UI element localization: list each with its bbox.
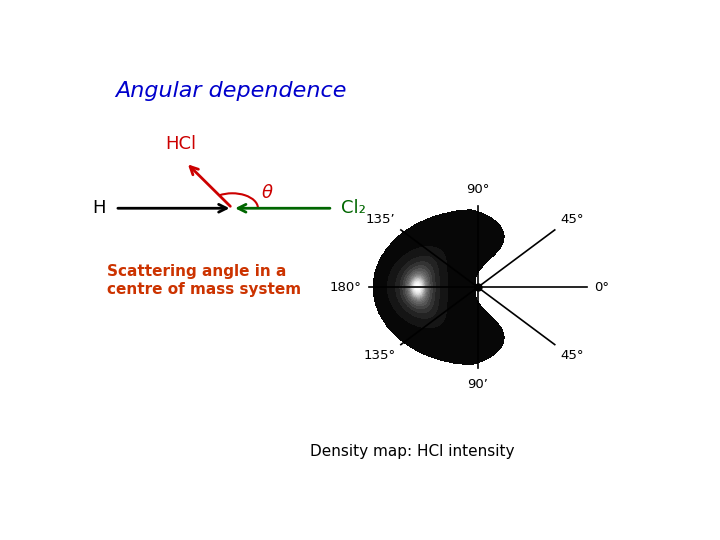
Text: θ: θ: [261, 184, 272, 202]
Text: 45°: 45°: [560, 349, 584, 362]
Text: H: H: [92, 199, 106, 217]
Text: Scattering angle in a
centre of mass system: Scattering angle in a centre of mass sys…: [107, 265, 301, 297]
Text: 45°: 45°: [560, 213, 584, 226]
Text: 135°: 135°: [363, 349, 395, 362]
Text: 180°: 180°: [329, 281, 361, 294]
Text: Angular dependence: Angular dependence: [115, 82, 346, 102]
Text: Density map: HCl intensity: Density map: HCl intensity: [310, 444, 515, 459]
Text: Cl₂: Cl₂: [341, 199, 366, 217]
Text: HCl: HCl: [165, 136, 196, 153]
Text: 0°: 0°: [595, 281, 609, 294]
Text: 90°: 90°: [466, 183, 490, 196]
Text: 90’: 90’: [467, 379, 488, 392]
Text: 135’: 135’: [366, 213, 395, 226]
